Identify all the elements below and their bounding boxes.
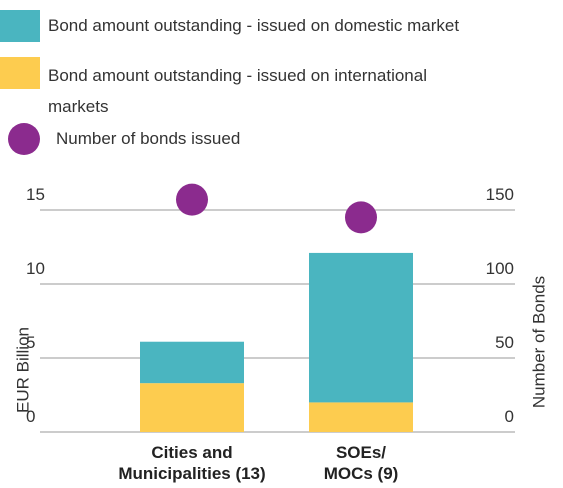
y-tick-label: 5: [26, 333, 35, 352]
y2-tick-label: 50: [495, 333, 514, 352]
y-tick-label: 15: [26, 185, 45, 204]
legend-swatch: [0, 10, 40, 42]
legend-item: Bond amount outstanding - issued on inte…: [0, 57, 428, 122]
bar-segment: [309, 252, 413, 403]
y-axis-label: EUR Billion: [13, 327, 32, 413]
legend-swatch: [8, 123, 40, 155]
legend-swatch: [0, 57, 40, 89]
legend-text: Bond amount outstanding - issued on inte…: [48, 66, 427, 116]
bond-count-dot: [345, 201, 377, 234]
x-tick-label: Cities and Municipalities (13): [118, 443, 266, 483]
bond-count-dot: [176, 183, 208, 216]
x-tick-label: SOEs/ MOCs (9): [323, 443, 399, 483]
legend-item: Bond amount outstanding - issued on dome…: [0, 10, 459, 42]
y2-axis-label: Number of Bonds: [529, 276, 548, 408]
bar-segment: [140, 383, 244, 432]
y2-tick-label: 150: [486, 185, 514, 204]
y2-tick-label: 0: [505, 407, 514, 426]
y2-tick-label: 100: [486, 259, 514, 278]
legend-item: Number of bonds issued: [8, 123, 240, 155]
legend-text: Bond amount outstanding - issued on dome…: [48, 16, 460, 35]
legend-text: Number of bonds issued: [56, 129, 241, 148]
bar-segment: [309, 402, 413, 432]
bar-segment: [140, 341, 244, 384]
y-tick-label: 10: [26, 259, 45, 278]
y-tick-label: 0: [26, 407, 35, 426]
